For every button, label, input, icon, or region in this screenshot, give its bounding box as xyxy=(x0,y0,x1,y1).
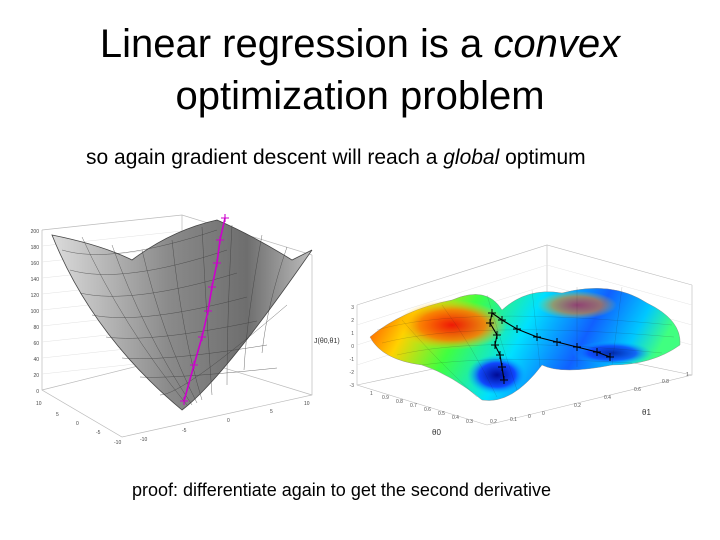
y-tick-label: 5 xyxy=(270,409,273,415)
x-tick-label: 1 xyxy=(370,391,373,397)
x-tick-label: -5 xyxy=(96,430,101,436)
x-tick-label: 0 xyxy=(528,414,531,420)
slide-subtitle: so again gradient descent will reach a g… xyxy=(86,146,586,169)
nonconvex-surface-plot: J(θ0,θ1) 3 2 1 0 -1 -2 -3 1 0.9 0.8 0.7 … xyxy=(314,244,693,437)
z-tick-label: 0 xyxy=(36,389,39,395)
valley-region xyxy=(467,355,527,395)
bowl-mesh xyxy=(61,224,288,406)
z-tick-label: 2 xyxy=(351,318,354,324)
z-tick-label: 80 xyxy=(33,325,39,331)
peak-region xyxy=(537,291,617,319)
x-tick-label: 0.3 xyxy=(466,419,473,425)
x-tick-label: 0.8 xyxy=(396,399,403,405)
z-tick-label: 140 xyxy=(31,277,40,283)
z-tick-label: 60 xyxy=(33,341,39,347)
slide-title: Linear regression is a convex optimizati… xyxy=(0,18,720,122)
y-tick-label: 0 xyxy=(542,411,545,417)
valley-region xyxy=(572,341,652,365)
x-axis-ticks: 1 0.9 0.8 0.7 0.6 0.5 0.4 0.3 0.2 0.1 0 xyxy=(370,391,531,425)
x-tick-label: 5 xyxy=(56,412,59,418)
x-tick-label: 0.6 xyxy=(424,407,431,413)
title-line1: Linear regression is a convex xyxy=(99,22,621,66)
z-axis-label: J(θ0,θ1) xyxy=(314,338,340,345)
z-tick-label: -1 xyxy=(350,357,355,363)
y-tick-label: -5 xyxy=(182,428,187,434)
y-tick-label: 0.4 xyxy=(604,395,611,401)
descent-markers xyxy=(180,214,229,405)
y-tick-label: 0.2 xyxy=(574,403,581,409)
x-tick-label: 10 xyxy=(36,401,42,407)
peak-region xyxy=(397,300,507,350)
z-tick-label: -2 xyxy=(350,370,355,376)
y-axis-ticks: 0 0.2 0.4 0.6 0.8 1 xyxy=(542,372,689,417)
convex-bowl-plot: 200 180 160 140 120 100 80 60 40 20 0 10… xyxy=(31,214,313,446)
z-axis-ticks: 3 2 1 0 -1 -2 -3 xyxy=(350,305,355,389)
x-tick-label: 0.9 xyxy=(382,395,389,401)
slide-footer: proof: differentiate again to get the se… xyxy=(132,480,551,500)
y-tick-label: 0.6 xyxy=(634,387,641,393)
y-tick-label: 0.8 xyxy=(662,379,669,385)
y-tick-label: -10 xyxy=(140,437,147,443)
y-tick-label: 10 xyxy=(304,401,310,407)
surface-mesh xyxy=(376,286,675,398)
x-tick-label: 0.4 xyxy=(452,415,459,421)
x-tick-label: 0.5 xyxy=(438,411,445,417)
z-tick-label: 200 xyxy=(31,229,40,235)
x-tick-label: 0.1 xyxy=(510,417,517,423)
x-axis-label: θ0 xyxy=(432,428,441,437)
z-tick-label: 120 xyxy=(31,293,40,299)
z-tick-label: 3 xyxy=(351,305,354,311)
z-tick-label: 160 xyxy=(31,261,40,267)
y-tick-label: 1 xyxy=(686,372,689,378)
z-tick-label: 0 xyxy=(351,344,354,350)
descent-markers xyxy=(486,309,614,384)
z-tick-label: 100 xyxy=(31,309,40,315)
z-tick-label: 1 xyxy=(351,331,354,337)
x-axis-ticks: 10 5 0 -5 -10 xyxy=(36,401,121,446)
z-tick-label: -3 xyxy=(350,383,355,389)
y-axis-ticks: -10 -5 0 5 10 xyxy=(140,401,310,443)
x-tick-label: -10 xyxy=(114,440,121,446)
z-tick-label: 40 xyxy=(33,357,39,363)
y-tick-label: 0 xyxy=(227,418,230,424)
bowl-surface xyxy=(51,219,313,411)
x-tick-label: 0.2 xyxy=(490,419,497,425)
x-tick-label: 0.7 xyxy=(410,403,417,409)
z-axis-ticks: 200 180 160 140 120 100 80 60 40 20 0 xyxy=(31,229,40,395)
z-tick-label: 20 xyxy=(33,373,39,379)
y-axis-label: θ1 xyxy=(642,408,651,417)
title-line2: optimization problem xyxy=(175,74,545,118)
x-tick-label: 0 xyxy=(76,421,79,427)
z-tick-label: 180 xyxy=(31,245,40,251)
